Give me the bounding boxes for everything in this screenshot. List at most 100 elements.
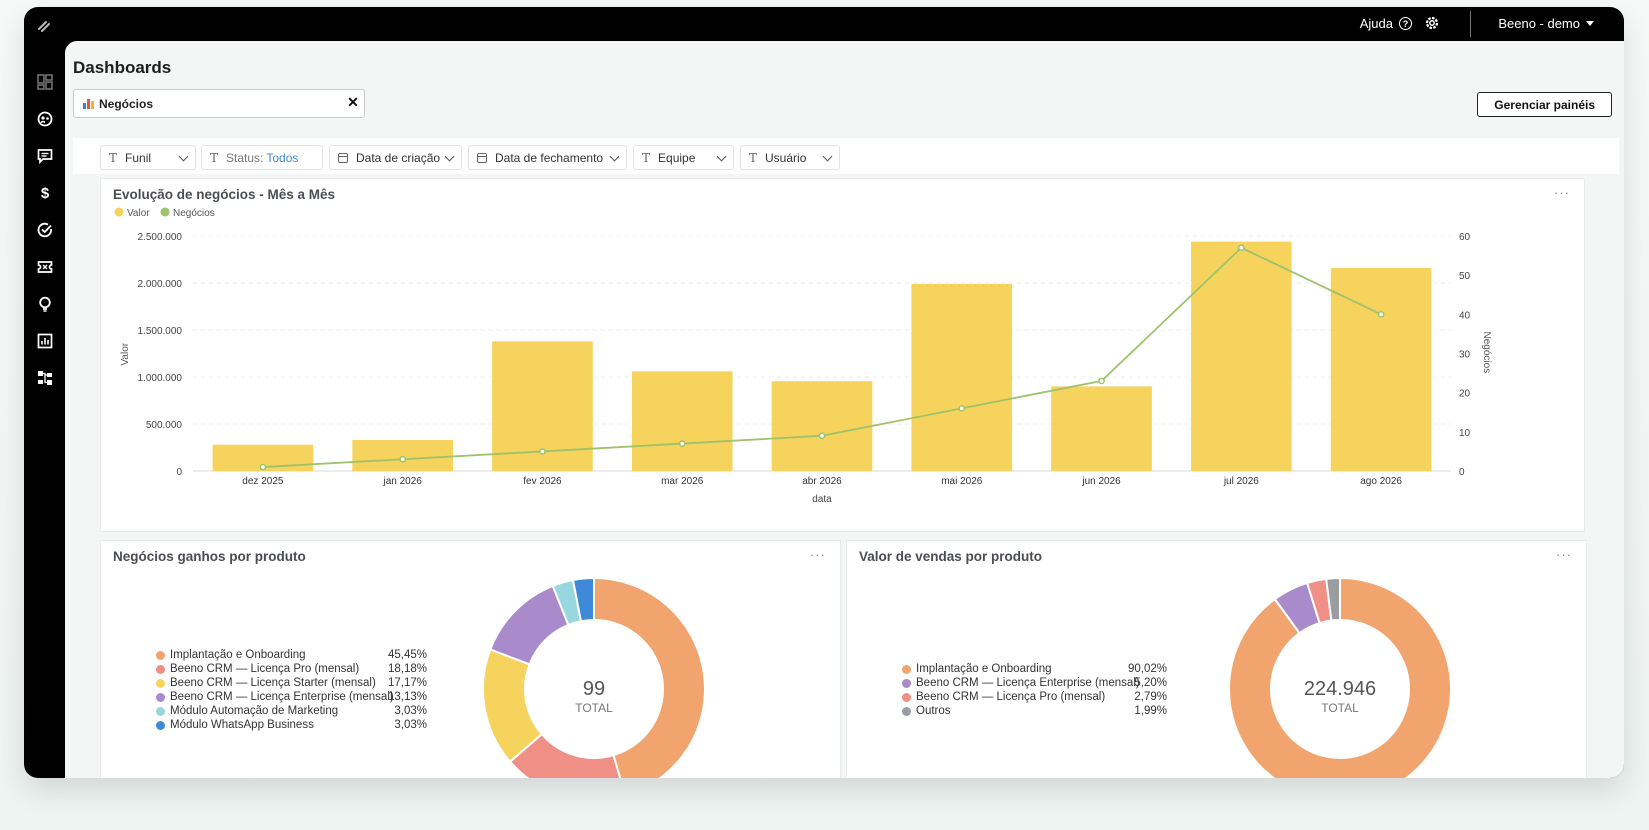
filter-user[interactable]: T Usuário bbox=[740, 145, 840, 170]
bar-valor bbox=[1330, 267, 1432, 471]
x-axis-label: data bbox=[812, 494, 832, 505]
help-label: Ajuda bbox=[1359, 16, 1393, 31]
bar-valor bbox=[1051, 386, 1152, 471]
chevron-down-icon bbox=[444, 151, 455, 162]
point-negocios bbox=[1098, 377, 1105, 385]
legend-swatch bbox=[156, 650, 165, 660]
y-axis-label: Valor bbox=[120, 342, 131, 365]
legend-swatch bbox=[156, 706, 165, 716]
text-type-icon: T bbox=[749, 150, 758, 165]
point-negocios bbox=[1237, 244, 1245, 252]
x-tick-label: jul 2026 bbox=[1223, 476, 1259, 487]
filter-created-date[interactable]: Data de criação bbox=[329, 145, 462, 170]
legend-label: Implantação e Onboarding bbox=[170, 649, 306, 661]
legend-percent: 18,18% bbox=[387, 663, 427, 675]
legend-item: Outros bbox=[902, 705, 951, 717]
donut-slice bbox=[1228, 576, 1453, 778]
legend-percent: 17,17% bbox=[387, 677, 427, 689]
card-title: Evolução de negócios - Mês a Mês bbox=[113, 187, 336, 202]
sidebar-item-dashboards[interactable] bbox=[34, 71, 55, 92]
x-tick-label: jun 2026 bbox=[1081, 476, 1121, 487]
legend-swatch bbox=[156, 664, 165, 674]
sidebar-item-chat[interactable] bbox=[34, 145, 55, 166]
filter-status[interactable]: T Status: Todos bbox=[201, 145, 323, 170]
filter-label: Data de fechamento bbox=[495, 150, 604, 165]
filter-closed-date[interactable]: Data de fechamento bbox=[468, 145, 627, 170]
lightbulb-icon bbox=[38, 296, 51, 312]
legend-percent: 13,13% bbox=[387, 691, 427, 703]
bar-valor bbox=[911, 283, 1013, 471]
legend-label: Módulo Automação de Marketing bbox=[170, 705, 339, 717]
point-negocios bbox=[678, 440, 686, 447]
sidebar-item-ideas[interactable] bbox=[34, 293, 55, 314]
sidebar-item-contacts[interactable] bbox=[34, 108, 55, 129]
point-negocios bbox=[259, 463, 267, 471]
y-tick-label: 2.000.000 bbox=[138, 279, 183, 290]
help-link[interactable]: Ajuda ? bbox=[1360, 16, 1412, 31]
legend-swatch bbox=[902, 664, 911, 674]
legend-label: Beeno CRM — Licença Enterprise (mensal) bbox=[916, 677, 1140, 689]
legend-percent: 3,03% bbox=[394, 705, 427, 717]
text-type-icon: T bbox=[109, 150, 118, 165]
sidebar-item-tasks[interactable] bbox=[34, 219, 55, 240]
caret-down-icon bbox=[1586, 21, 1594, 26]
point-negocios bbox=[1377, 310, 1385, 318]
x-tick-label: mar 2026 bbox=[661, 476, 704, 487]
chevron-down-icon bbox=[178, 151, 189, 162]
legend-item: Beeno CRM — Licença Pro (mensal) bbox=[902, 691, 1105, 703]
legend-label: Módulo WhatsApp Business bbox=[170, 719, 314, 731]
evolution-chart: Valor Negócios 0 500.000 1.000.000 1.500.000 2… bbox=[114, 207, 1492, 505]
y2-axis-label: Negócios bbox=[1481, 332, 1492, 374]
sidebar-item-workflows[interactable] bbox=[34, 367, 55, 388]
topbar-divider bbox=[1470, 11, 1471, 37]
x-tick-label: mai 2026 bbox=[941, 476, 983, 487]
more-icon[interactable]: ··· bbox=[810, 547, 826, 562]
filter-label: Status: bbox=[226, 150, 264, 165]
sidebar-item-reports[interactable] bbox=[34, 330, 55, 351]
point-negocios bbox=[818, 432, 826, 440]
filter-team[interactable]: T Equipe bbox=[633, 145, 734, 170]
legend-percent: 45,45% bbox=[387, 649, 427, 661]
more-icon[interactable]: ··· bbox=[1556, 547, 1572, 562]
filter-funnel[interactable]: T Funil bbox=[100, 145, 196, 170]
legend-item: Módulo Automação de Marketing bbox=[156, 705, 338, 717]
dashboard-tab-selector[interactable]: Negócios ✕ bbox=[73, 89, 365, 118]
donut-slice bbox=[593, 576, 706, 778]
logo-icon[interactable] bbox=[34, 16, 54, 34]
dollar-icon: $ bbox=[40, 185, 49, 201]
calendar-icon bbox=[338, 152, 348, 163]
app-window: Ajuda ? Beeno - demo $ bbox=[24, 7, 1624, 778]
manage-panels-button[interactable]: Gerenciar painéis bbox=[1477, 92, 1612, 117]
legend-swatch bbox=[156, 678, 165, 688]
y-tick-label: 2.500.000 bbox=[138, 232, 183, 243]
sidebar: $ bbox=[24, 41, 65, 778]
filter-label: Data de criação bbox=[356, 150, 441, 165]
legend-percent: 1,99% bbox=[1134, 705, 1167, 717]
report-chart-icon bbox=[37, 333, 52, 348]
donut-total-label: TOTAL bbox=[575, 701, 613, 715]
calendar-icon bbox=[477, 152, 487, 163]
legend-item: Beeno CRM — Licença Starter (mensal) bbox=[156, 677, 376, 689]
legend-label: Beeno CRM — Licença Pro (mensal) bbox=[170, 663, 360, 675]
account-menu[interactable]: Beeno - demo bbox=[1498, 16, 1594, 31]
sidebar-item-sales[interactable]: $ bbox=[34, 182, 55, 203]
x-tick-label: ago 2026 bbox=[1360, 476, 1402, 487]
legend-label: Beeno CRM — Licença Starter (mensal) bbox=[170, 677, 376, 689]
filter-label: Equipe bbox=[658, 150, 696, 165]
card-title: Negócios ganhos por produto bbox=[113, 549, 306, 564]
legend-percent: 5,20% bbox=[1134, 677, 1167, 689]
y-tick-label: 1.000.000 bbox=[138, 373, 183, 384]
gear-icon[interactable] bbox=[1424, 15, 1440, 31]
sidebar-item-tickets[interactable] bbox=[34, 256, 55, 277]
won-by-product-card: Negócios ganhos por produto ··· Implanta… bbox=[100, 540, 841, 778]
close-icon[interactable]: ✕ bbox=[347, 94, 359, 110]
y2-tick-label: 60 bbox=[1459, 232, 1471, 243]
dashboard-icon bbox=[36, 73, 53, 90]
y-tick-label: 1.500.000 bbox=[138, 326, 183, 337]
more-icon[interactable]: ··· bbox=[1554, 185, 1570, 200]
bar-chart-emoji-icon bbox=[83, 98, 95, 110]
legend-item: Beeno CRM — Licença Pro (mensal) bbox=[156, 663, 359, 675]
y2-tick-label: 50 bbox=[1459, 271, 1471, 282]
